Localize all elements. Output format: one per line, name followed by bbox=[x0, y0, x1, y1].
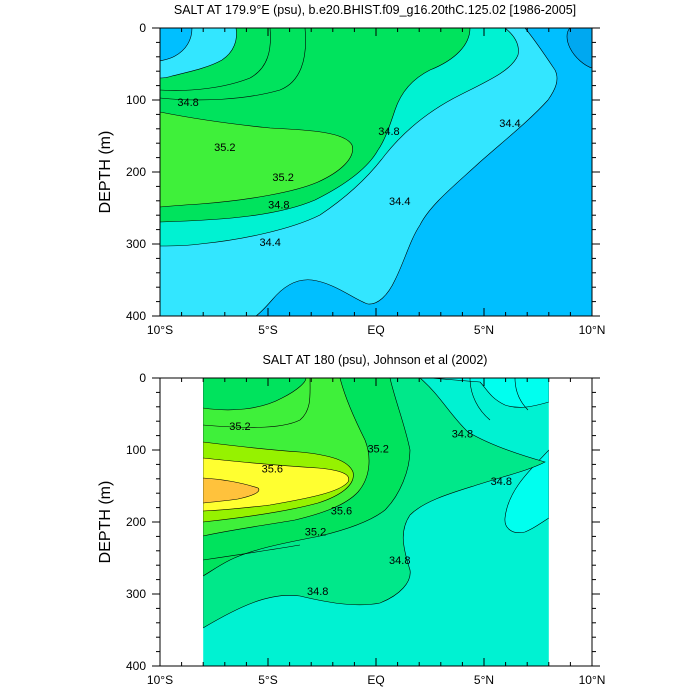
top-level-35-6 bbox=[160, 111, 353, 208]
bottom-ytick-label: 200 bbox=[126, 515, 146, 529]
bottom-contour-line-c bbox=[469, 378, 491, 421]
bottom-xtick-label: 5°S bbox=[258, 673, 277, 687]
bottom-xtick-label: 10°N bbox=[579, 673, 606, 687]
bottom-contour-label: 34.8 bbox=[491, 476, 512, 488]
top-ytick-label: 300 bbox=[126, 237, 146, 251]
bottom-contour-line-b bbox=[203, 544, 301, 561]
bottom-contour-label: 34.8 bbox=[307, 586, 328, 598]
top-contour-label: 34.4 bbox=[259, 237, 280, 249]
top-xtick-label: EQ bbox=[367, 323, 384, 337]
bottom-contour-line-d bbox=[514, 378, 529, 411]
top-contour-label: 34.8 bbox=[177, 97, 198, 109]
top-contour-line-a bbox=[160, 28, 306, 101]
top-filled-contours bbox=[160, 28, 592, 316]
bottom-panel: SALT AT 180 (psu), Johnson et al (2002) bbox=[97, 353, 605, 687]
bottom-xtick-label: 5°N bbox=[474, 673, 494, 687]
top-contour-label: 34.4 bbox=[499, 118, 520, 130]
top-contour-line-b bbox=[160, 28, 271, 91]
bottom-xtick-label: EQ bbox=[367, 673, 384, 687]
top-xtick-label: 5°S bbox=[258, 323, 277, 337]
bottom-title: SALT AT 180 (psu), Johnson et al (2002) bbox=[263, 353, 488, 367]
top-contour-label: 35.2 bbox=[214, 142, 235, 154]
top-ytick-label: 200 bbox=[126, 165, 146, 179]
bottom-contour-labels: 35.2 35.6 35.6 35.2 35.2 34.8 34.8 34.8 34.8 bbox=[229, 421, 512, 598]
bottom-level-36-0 bbox=[203, 477, 260, 504]
top-axis-ticks: 10°S 5°S EQ 5°N 10°N 0 100 200 300 400 bbox=[126, 21, 605, 337]
bottom-contour-label: 35.2 bbox=[229, 421, 250, 433]
bottom-contour-label: 35.2 bbox=[367, 444, 388, 456]
top-contour-label: 34.8 bbox=[378, 126, 399, 138]
top-xtick-label: 10°N bbox=[579, 323, 606, 337]
bottom-level-34-4-b bbox=[504, 449, 549, 533]
bottom-contour-label: 34.8 bbox=[452, 428, 473, 440]
bottom-axis-ticks: 10°S 5°S EQ 5°N 10°N 0 100 200 300 400 bbox=[126, 371, 605, 687]
bottom-xtick-label: 10°S bbox=[147, 673, 173, 687]
top-ytick-label: 0 bbox=[139, 21, 146, 35]
bottom-ytick-label: 400 bbox=[126, 659, 146, 673]
top-panel: SALT AT 179.9°E (psu), b.e20.BHIST.f09_g… bbox=[97, 3, 605, 337]
bottom-ytick-label: 0 bbox=[139, 371, 146, 385]
bottom-contour-label: 35.2 bbox=[305, 526, 326, 538]
bottom-ylabel: DEPTH (m) bbox=[97, 481, 114, 564]
top-contour-label: 34.8 bbox=[268, 199, 289, 211]
bottom-ytick-label: 100 bbox=[126, 443, 146, 457]
top-contour-labels: 34.8 35.2 35.2 34.8 34.4 34.8 34.4 34.4 bbox=[177, 97, 520, 249]
bottom-ytick-label: 300 bbox=[126, 587, 146, 601]
bottom-filled-contours bbox=[203, 378, 549, 666]
top-level-34-0-left bbox=[160, 28, 193, 62]
top-ylabel: DEPTH (m) bbox=[97, 131, 114, 214]
top-ytick-label: 100 bbox=[126, 93, 146, 107]
top-xtick-label: 10°S bbox=[147, 323, 173, 337]
bottom-contour-label: 35.6 bbox=[331, 505, 352, 517]
top-contour-label: 35.2 bbox=[272, 172, 293, 184]
top-ytick-label: 400 bbox=[126, 309, 146, 323]
top-contour-label: 34.4 bbox=[389, 196, 410, 208]
top-xtick-label: 5°N bbox=[474, 323, 494, 337]
top-title: SALT AT 179.9°E (psu), b.e20.BHIST.f09_g… bbox=[174, 3, 576, 17]
bottom-contour-line-a bbox=[203, 378, 311, 428]
bottom-contour-label: 34.8 bbox=[389, 555, 410, 567]
bottom-contour-label: 35.6 bbox=[262, 464, 283, 476]
top-level-34-0-right bbox=[566, 28, 592, 69]
bottom-level-34-4 bbox=[429, 378, 549, 408]
